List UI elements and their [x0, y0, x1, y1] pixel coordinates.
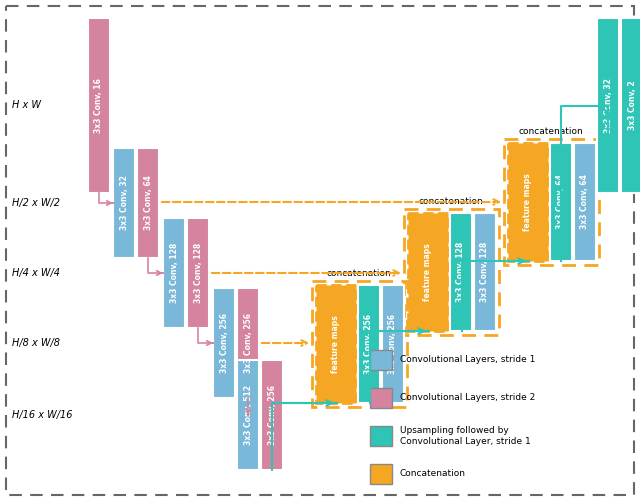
Text: H x W: H x W [12, 100, 41, 110]
Text: feature maps: feature maps [332, 315, 340, 373]
Text: 3x3 Conv, 64: 3x3 Conv, 64 [143, 175, 152, 230]
Text: 3x3 Conv, 64: 3x3 Conv, 64 [557, 174, 566, 229]
Text: feature maps: feature maps [524, 173, 532, 231]
Text: H/4 x W/4: H/4 x W/4 [12, 268, 60, 278]
FancyBboxPatch shape [370, 350, 392, 370]
FancyBboxPatch shape [113, 148, 135, 258]
FancyBboxPatch shape [621, 18, 640, 193]
FancyBboxPatch shape [187, 218, 209, 328]
Text: H/2 x W/2: H/2 x W/2 [12, 198, 60, 208]
FancyBboxPatch shape [370, 388, 392, 408]
FancyBboxPatch shape [88, 18, 110, 193]
Text: concatenation: concatenation [326, 269, 392, 278]
FancyBboxPatch shape [597, 18, 619, 193]
FancyBboxPatch shape [237, 288, 259, 398]
FancyBboxPatch shape [163, 218, 185, 328]
Text: Concatenation: Concatenation [400, 469, 466, 478]
Text: 3x3 Conv, 64: 3x3 Conv, 64 [580, 174, 589, 229]
FancyBboxPatch shape [574, 143, 596, 261]
FancyBboxPatch shape [261, 360, 283, 470]
FancyBboxPatch shape [450, 213, 472, 331]
FancyBboxPatch shape [213, 288, 235, 398]
Text: 3x3 Conv, 256: 3x3 Conv, 256 [243, 313, 253, 373]
FancyBboxPatch shape [508, 143, 548, 261]
Text: 3x3 Conv, 256: 3x3 Conv, 256 [388, 314, 397, 374]
FancyBboxPatch shape [474, 213, 496, 331]
FancyBboxPatch shape [358, 285, 380, 403]
FancyBboxPatch shape [316, 285, 356, 403]
Text: 3x3 Conv, 2: 3x3 Conv, 2 [627, 81, 637, 130]
Text: Upsampling followed by
Convolutional Layer, stride 1: Upsampling followed by Convolutional Lay… [400, 426, 531, 446]
FancyBboxPatch shape [382, 285, 404, 403]
Text: 3x3 Conv, 256: 3x3 Conv, 256 [365, 314, 374, 374]
Text: 3x3 Conv, 32: 3x3 Conv, 32 [120, 175, 129, 230]
Text: 3x3 Conv, 128: 3x3 Conv, 128 [456, 242, 465, 302]
FancyBboxPatch shape [237, 360, 259, 470]
FancyBboxPatch shape [370, 464, 392, 484]
Text: Convolutional Layers, stride 1: Convolutional Layers, stride 1 [400, 356, 536, 365]
Text: 3x3 Conv, 128: 3x3 Conv, 128 [193, 243, 202, 303]
Text: 3x3 Conv, 512: 3x3 Conv, 512 [243, 385, 253, 445]
FancyBboxPatch shape [370, 426, 392, 446]
FancyBboxPatch shape [550, 143, 572, 261]
Text: 3x3 Conv, 128: 3x3 Conv, 128 [170, 243, 179, 303]
Text: 3x3 Conv, 32: 3x3 Conv, 32 [604, 78, 612, 133]
FancyBboxPatch shape [408, 213, 448, 331]
Text: 3x3 Conv, 256: 3x3 Conv, 256 [268, 385, 276, 445]
Text: H/16 x W/16: H/16 x W/16 [12, 410, 72, 420]
Text: 3x3 Conv, 256: 3x3 Conv, 256 [220, 313, 228, 373]
Text: H/8 x W/8: H/8 x W/8 [12, 338, 60, 348]
Text: Convolutional Layers, stride 2: Convolutional Layers, stride 2 [400, 393, 535, 402]
Text: feature maps: feature maps [424, 243, 433, 301]
FancyBboxPatch shape [137, 148, 159, 258]
Text: concatenation: concatenation [419, 197, 483, 206]
Text: 3x3 Conv, 128: 3x3 Conv, 128 [481, 242, 490, 302]
Text: concatenation: concatenation [518, 127, 584, 136]
Text: 3x3 Conv, 16: 3x3 Conv, 16 [95, 78, 104, 133]
